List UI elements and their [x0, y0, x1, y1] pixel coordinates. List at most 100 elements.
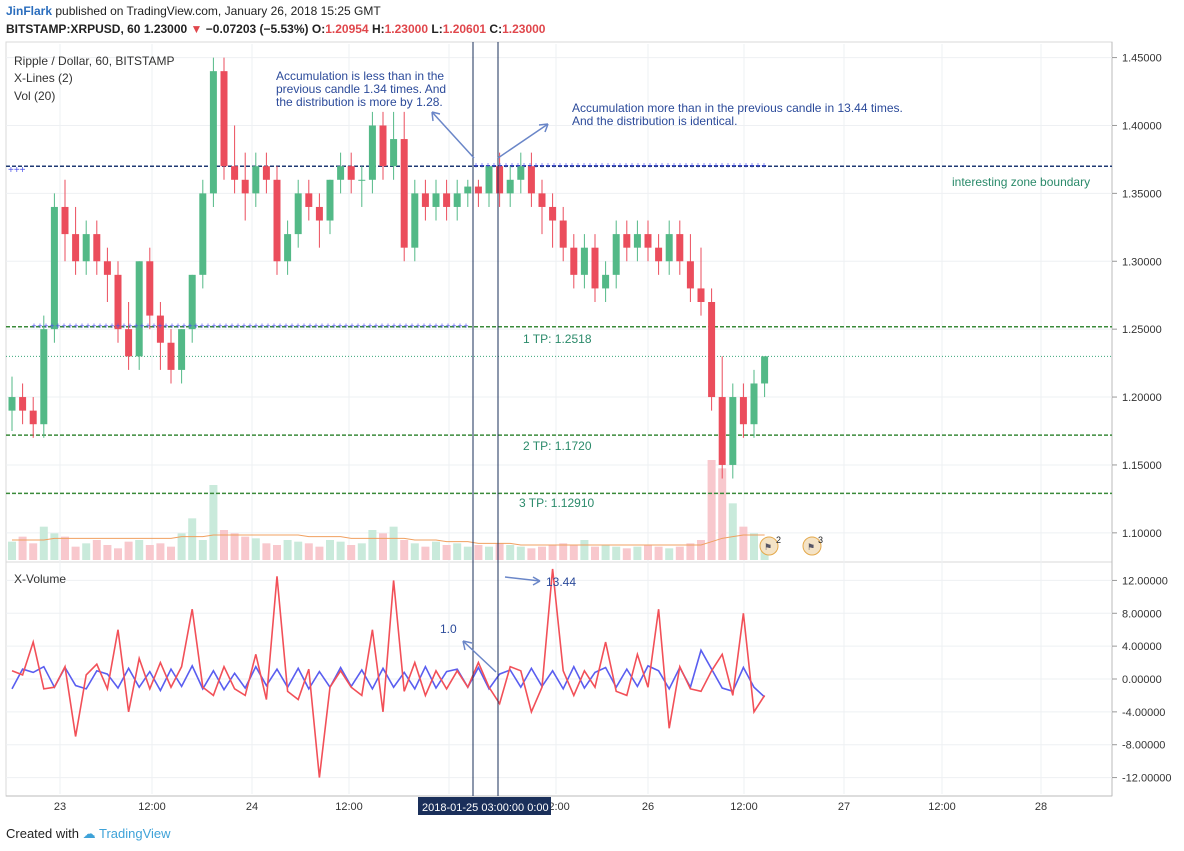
volume-bar [739, 526, 748, 560]
volume-bar [495, 543, 504, 560]
volume-bar [71, 546, 80, 560]
xline-marker: + [605, 161, 610, 171]
xline-marker: + [497, 161, 502, 171]
price-tick-label: 1.45000 [1122, 53, 1162, 65]
volume-bar [612, 546, 621, 560]
candle-body [167, 342, 175, 370]
candle-body [602, 274, 610, 289]
xline-marker: + [587, 161, 592, 171]
xline-marker: + [695, 161, 700, 171]
candle-body [633, 234, 641, 248]
volume-bar [188, 518, 197, 560]
candle-body [697, 288, 705, 302]
xline-marker: + [641, 161, 646, 171]
xline-marker: + [379, 321, 384, 331]
tp1-label[interactable]: 1 TP: 1.2518 [523, 332, 592, 346]
xline-marker: + [181, 321, 186, 331]
volume-bar [527, 548, 536, 560]
xline-marker: + [55, 321, 60, 331]
candle-body [220, 71, 228, 167]
candle-body [421, 193, 429, 207]
volume-bar [580, 540, 589, 560]
value-1-0[interactable]: 1.0 [440, 622, 457, 636]
candle-body [655, 247, 663, 262]
candle-body [400, 139, 408, 248]
published-text: published on TradingView.com, January 26… [55, 4, 381, 18]
xline-marker: + [617, 161, 622, 171]
note2-line2[interactable]: And the distribution is identical. [572, 114, 737, 128]
legend-vol[interactable]: Vol (20) [14, 89, 56, 103]
xline-marker: + [623, 161, 628, 171]
candle-body [8, 397, 16, 411]
xline-marker: + [653, 161, 658, 171]
volume-bar [18, 536, 27, 560]
volume-bar [145, 545, 154, 560]
xline-marker: + [521, 161, 526, 171]
xline-marker: + [361, 321, 366, 331]
footer: Created with ☁ TradingView [6, 826, 171, 842]
note2-line1[interactable]: Accumulation more than in the previous c… [572, 101, 903, 115]
zone-label[interactable]: interesting zone boundary [952, 175, 1090, 189]
author-link[interactable]: JinFlark [6, 4, 53, 18]
volume-bar [241, 536, 250, 560]
candle-body [273, 179, 281, 262]
xline-marker: + [713, 161, 718, 171]
candle-body [93, 234, 101, 262]
note1-line2[interactable]: previous candle 1.34 times. And [276, 82, 446, 96]
candle-body [665, 234, 673, 262]
candle-body [761, 356, 769, 384]
candle-body [549, 206, 557, 221]
price-axis[interactable]: 1.45000 1.40000 1.35000 1.30000 1.25000 1.200… [1112, 53, 1162, 540]
crosshair-time-box [418, 797, 551, 815]
xvolume-tick-label: 12.00000 [1122, 575, 1168, 587]
xline-marker: + [665, 161, 670, 171]
xline-marker: + [545, 161, 550, 171]
candle-body [146, 261, 154, 316]
volume-bar [114, 548, 122, 560]
price-tick-label: 1.10000 [1122, 528, 1162, 540]
xline-marker: + [139, 321, 144, 331]
candle-body [209, 71, 217, 194]
price-change: −0.07203 (−5.53%) [205, 22, 309, 36]
xline-marker: + [331, 321, 336, 331]
xline-marker: + [235, 321, 240, 331]
legend-xlines[interactable]: X-Lines (2) [14, 71, 73, 85]
volume-bar [294, 541, 303, 560]
volume-bar [569, 545, 578, 560]
candle-body [315, 206, 323, 221]
xline-marker: + [211, 321, 216, 331]
note1-line3[interactable]: the distribution is more by 1.28. [276, 95, 443, 109]
candle-body [241, 179, 249, 194]
candle-body [686, 261, 694, 289]
note1-line1[interactable]: Accumulation is less than in the [276, 69, 444, 83]
xlines-markers: + + + + + + + + + + + + + + + + + + + + + + + + + + + + + + + + + + + + + + + +… [8, 161, 767, 331]
xline-marker: + [265, 321, 270, 331]
candle-body [644, 234, 652, 248]
tp3-label[interactable]: 3 TP: 1.12910 [519, 496, 594, 510]
candle-body [676, 234, 684, 262]
candle-body [156, 315, 164, 343]
volume-bar [336, 541, 345, 560]
xvolume-oscillator [11, 568, 766, 778]
xline-marker: + [283, 321, 288, 331]
volume-bar [548, 545, 557, 560]
event-badge-3[interactable]: ⚑ 3 [802, 535, 823, 556]
tradingview-link[interactable]: TradingView [99, 826, 171, 841]
event-badge-2[interactable]: ⚑ 2 [759, 535, 781, 556]
candle-body [188, 274, 196, 330]
legend-xvolume[interactable]: X-Volume [14, 572, 67, 586]
xvolume-axis[interactable]: 12.00000 8.00000 4.00000 0.00000 -4.00000 -8.… [1112, 575, 1172, 785]
value-13-44[interactable]: 13.44 [546, 575, 576, 589]
xline-marker: + [533, 161, 538, 171]
volume-bar [697, 540, 705, 560]
volume-bar [8, 541, 16, 560]
level-lines[interactable] [6, 165, 1112, 495]
xline-marker: + [551, 161, 556, 171]
xline-marker: + [677, 161, 682, 171]
time-axis[interactable]: 23 12:00 24 12:00 12:00 26 12:00 27 12:00 28 [54, 801, 1047, 813]
xline-marker: + [133, 321, 138, 331]
xline-marker: + [473, 161, 478, 171]
xline-marker: + [659, 161, 664, 171]
tp2-label[interactable]: 2 TP: 1.1720 [523, 439, 592, 453]
